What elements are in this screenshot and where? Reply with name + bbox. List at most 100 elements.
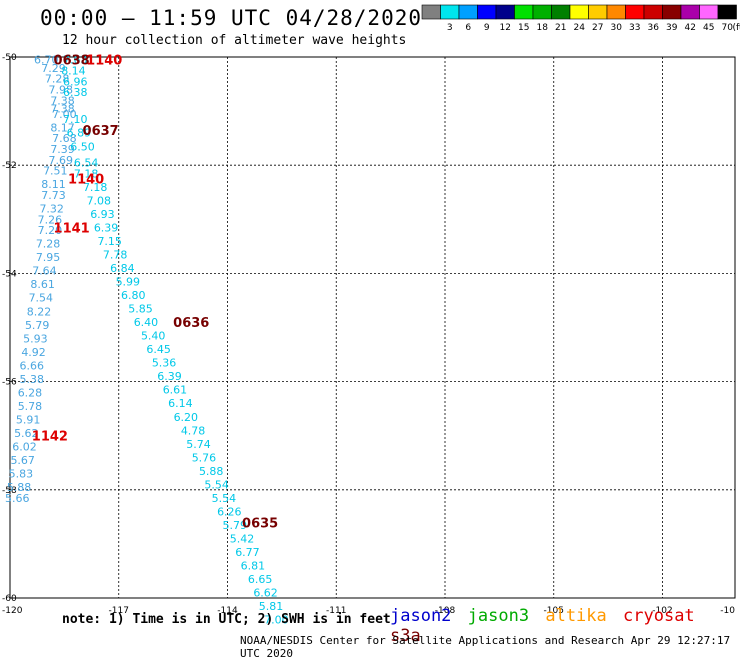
wave-height-point: 5.79: [25, 319, 50, 332]
y-tick-label: -52: [2, 161, 17, 171]
colorbar-tick-label: 9: [484, 23, 490, 33]
colorbar-tick-label: 33: [629, 23, 640, 33]
wave-height-point: 6.62: [253, 587, 278, 600]
colorbar-swatch: [515, 5, 534, 19]
y-tick-label: -60: [2, 594, 17, 604]
y-tick-label: -50: [2, 53, 17, 63]
y-tick-label: -54: [2, 269, 17, 279]
colorbar-tick-label: 39: [666, 23, 678, 33]
wave-height-point: 5.88: [199, 465, 224, 478]
pass-time-label: 0635: [242, 516, 278, 531]
colorbar-tick-label: 36: [648, 23, 660, 33]
wave-height-point: 5.99: [116, 276, 141, 289]
wave-height-point: 7.15: [97, 235, 122, 248]
wave-height-point: 7.73: [41, 189, 66, 202]
wave-height-point: 4.92: [21, 346, 46, 359]
wave-height-point: 7.78: [103, 248, 128, 261]
wave-height-point: 6.61: [163, 384, 188, 397]
colorbar-swatch: [681, 5, 700, 19]
wave-height-point: 6.40: [134, 316, 159, 329]
colorbar-swatch: [496, 5, 515, 19]
colorbar-swatch: [718, 5, 737, 19]
wave-height-point: 5.91: [16, 413, 41, 426]
wave-height-point: 5.67: [10, 454, 35, 467]
pass-time-label: 1141: [54, 221, 90, 236]
legend-altika: altika: [545, 606, 606, 626]
wave-height-point: 6.20: [174, 411, 199, 424]
wave-height-point: 6.28: [18, 386, 43, 399]
page-title: 00:00 – 11:59 UTC 04/28/2020: [40, 6, 422, 30]
wave-height-point: 7.08: [87, 194, 112, 207]
wave-height-point: 6.65: [248, 573, 273, 586]
wave-height-point: 6.84: [110, 262, 135, 275]
wave-height-point: 6.26: [217, 505, 242, 518]
wave-height-point: 5.66: [5, 492, 30, 505]
wave-height-point: 5.74: [186, 438, 211, 451]
wave-height-point: 5.38: [20, 373, 45, 386]
colorbar-swatch: [459, 5, 478, 19]
wave-height-point: 6.14: [168, 397, 193, 410]
credit-line: NOAA/NESDIS Center for Satellite Applica…: [240, 634, 740, 660]
colorbar-swatch: [552, 5, 571, 19]
wave-height-point: 4.78: [181, 424, 206, 437]
wave-height-point: 5.36: [152, 357, 177, 370]
wave-height-point: 5.54: [212, 492, 237, 505]
colorbar-swatch: [663, 5, 682, 19]
colorbar-tick-label: 42: [685, 23, 696, 33]
wave-height-point: 7.95: [36, 251, 61, 264]
legend-cryosat: cryosat: [623, 606, 695, 626]
colorbar-tick-label: 70: [722, 23, 734, 33]
wave-height-point: 5.76: [192, 451, 217, 464]
pass-time-label: 1140: [86, 54, 122, 69]
wave-height-point: 8.61: [30, 278, 55, 291]
colorbar-tick-label: 12: [500, 23, 511, 33]
pass-time-label: 0637: [83, 124, 119, 139]
wave-height-point: 6.45: [146, 343, 171, 356]
colorbar-tick-label: 24: [574, 23, 586, 33]
colorbar-swatch: [607, 5, 626, 19]
colorbar-swatch: [478, 5, 497, 19]
wave-height-point: 5.93: [23, 332, 48, 345]
wave-height-point: 5.83: [9, 468, 34, 481]
colorbar-tick-label: 6: [465, 23, 471, 33]
wave-height-point: 6.93: [90, 208, 115, 221]
page-subtitle: 12 hour collection of altimeter wave hei…: [62, 33, 406, 48]
colorbar-tick-label: 3: [447, 23, 453, 33]
wave-height-point: 6.81: [241, 560, 266, 573]
pass-time-label: 1142: [32, 430, 68, 445]
wave-height-point: 8.22: [27, 305, 52, 318]
colorbar-swatch: [533, 5, 552, 19]
colorbar-swatch: [441, 5, 460, 19]
colorbar-tick-label: 45: [703, 23, 714, 33]
wave-height-point: 6.50: [70, 140, 95, 153]
colorbar-swatch: [626, 5, 645, 19]
wave-height-point: 6.77: [235, 546, 260, 559]
colorbar-tick-label: 18: [537, 23, 549, 33]
colorbar-swatch: [570, 5, 589, 19]
footnote: note: 1) Time is in UTC; 2) SWH is in fe…: [62, 612, 391, 627]
wave-height-point: 5.54: [204, 478, 229, 491]
colorbar-swatch: [589, 5, 608, 19]
wave-height-point: 6.66: [20, 359, 45, 372]
pass-time-label: 0638: [54, 54, 90, 69]
wave-height-point: 7.28: [36, 238, 61, 251]
colorbar-tick-label: 27: [592, 23, 603, 33]
wave-height-point: 5.42: [230, 532, 255, 545]
wave-height-point: 5.40: [141, 330, 166, 343]
y-tick-label: -56: [2, 378, 17, 388]
x-tick-label: -120: [2, 606, 23, 616]
pass-time-label: 1140: [68, 173, 104, 188]
wave-height-point: 5.85: [128, 303, 153, 316]
wave-height-point: 6.38: [63, 86, 88, 99]
wave-height-point: 7.54: [29, 292, 54, 305]
wave-height-point: 6.39: [157, 370, 182, 383]
legend-jason2: jason2: [390, 606, 451, 626]
wave-height-point: 6.80: [121, 289, 146, 302]
colorbar-tick-label: 21: [555, 23, 566, 33]
wave-height-point: 7.51: [43, 165, 68, 178]
colorbar-unit-label: (ft): [733, 23, 740, 33]
wave-height-point: 7.64: [32, 265, 57, 278]
wave-height-point: 6.39: [94, 221, 119, 234]
colorbar-swatch: [422, 5, 441, 19]
